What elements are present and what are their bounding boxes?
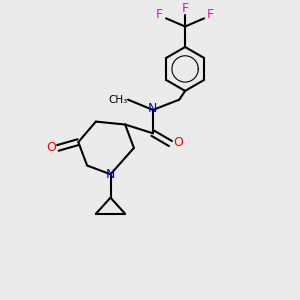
Text: F: F bbox=[182, 2, 189, 15]
Text: O: O bbox=[46, 141, 56, 154]
Text: N: N bbox=[106, 168, 115, 181]
Text: F: F bbox=[207, 8, 214, 21]
Text: O: O bbox=[173, 136, 183, 148]
Text: CH₃: CH₃ bbox=[108, 95, 128, 105]
Text: N: N bbox=[148, 102, 158, 115]
Text: F: F bbox=[156, 8, 163, 21]
